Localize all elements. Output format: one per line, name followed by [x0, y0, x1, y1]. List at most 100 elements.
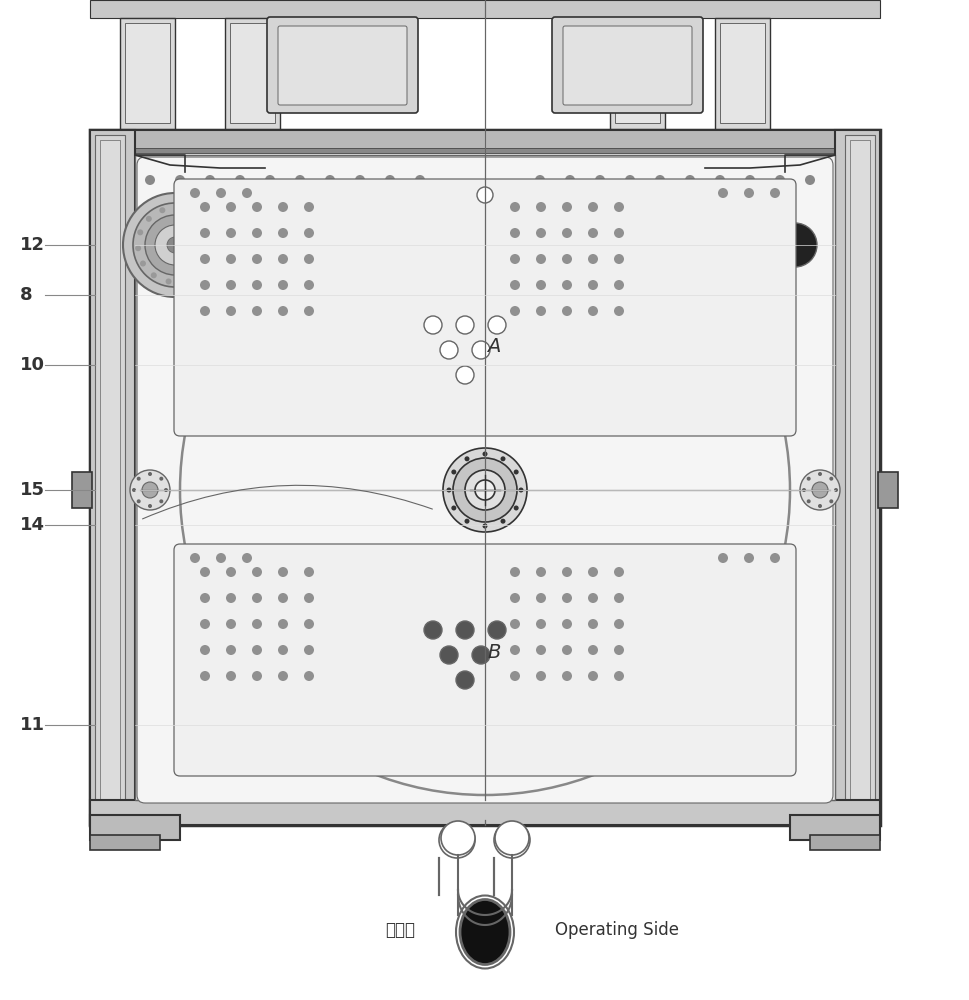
Circle shape [167, 237, 183, 253]
Bar [719, 23, 765, 123]
Circle shape [613, 619, 623, 629]
Circle shape [561, 593, 572, 603]
Text: 14: 14 [20, 516, 45, 534]
Bar [135, 155, 834, 800]
Circle shape [226, 671, 235, 681]
Circle shape [799, 470, 839, 510]
Circle shape [561, 671, 572, 681]
Bar [90, 835, 160, 850]
Bar [120, 18, 174, 130]
Bar [90, 130, 135, 825]
Circle shape [536, 645, 546, 655]
Circle shape [464, 519, 469, 524]
Circle shape [510, 228, 519, 238]
Circle shape [278, 254, 288, 264]
Circle shape [252, 619, 262, 629]
Bar [100, 140, 120, 815]
Circle shape [823, 483, 831, 491]
Circle shape [278, 671, 288, 681]
Circle shape [148, 472, 152, 476]
Circle shape [743, 188, 753, 198]
Circle shape [241, 553, 252, 563]
Circle shape [226, 593, 235, 603]
Circle shape [510, 280, 519, 290]
Bar [834, 130, 879, 825]
Circle shape [325, 175, 334, 185]
FancyBboxPatch shape [278, 26, 407, 105]
Bar [90, 0, 879, 18]
Circle shape [200, 619, 209, 629]
Circle shape [561, 254, 572, 264]
Circle shape [514, 470, 518, 475]
Circle shape [772, 223, 816, 267]
Circle shape [144, 175, 155, 185]
Bar [789, 815, 879, 840]
Circle shape [252, 567, 262, 577]
Circle shape [278, 306, 288, 316]
Circle shape [811, 482, 828, 498]
Circle shape [477, 187, 492, 203]
Circle shape [804, 175, 814, 185]
Circle shape [561, 202, 572, 212]
Circle shape [200, 567, 209, 577]
Circle shape [132, 488, 136, 492]
Text: 11: 11 [20, 716, 45, 734]
FancyBboxPatch shape [562, 26, 691, 105]
Circle shape [159, 499, 163, 503]
Text: Operating Side: Operating Side [554, 921, 678, 939]
Circle shape [823, 489, 831, 497]
Circle shape [536, 228, 546, 238]
Circle shape [455, 671, 474, 689]
Circle shape [535, 175, 545, 185]
Circle shape [587, 671, 597, 681]
Circle shape [828, 477, 832, 481]
Circle shape [441, 821, 475, 855]
Circle shape [159, 207, 165, 213]
Text: A: A [486, 338, 500, 357]
Circle shape [303, 619, 314, 629]
Text: B: B [486, 643, 500, 662]
Circle shape [774, 175, 784, 185]
Circle shape [164, 488, 168, 492]
Circle shape [717, 188, 728, 198]
Text: 15: 15 [20, 481, 45, 499]
Circle shape [200, 228, 209, 238]
Circle shape [440, 341, 457, 359]
Circle shape [613, 306, 623, 316]
Circle shape [587, 280, 597, 290]
Circle shape [303, 671, 314, 681]
Circle shape [587, 645, 597, 655]
Circle shape [141, 482, 158, 498]
Circle shape [226, 645, 235, 655]
Circle shape [564, 175, 575, 185]
Bar [610, 18, 665, 130]
Circle shape [155, 225, 195, 265]
Circle shape [226, 567, 235, 577]
Circle shape [252, 593, 262, 603]
Circle shape [303, 593, 314, 603]
Circle shape [295, 175, 304, 185]
Circle shape [303, 306, 314, 316]
Circle shape [587, 593, 597, 603]
Circle shape [439, 822, 475, 858]
Bar [90, 130, 879, 825]
Circle shape [587, 202, 597, 212]
Circle shape [587, 306, 597, 316]
Bar [95, 135, 125, 820]
Bar [125, 23, 170, 123]
Circle shape [303, 202, 314, 212]
Circle shape [278, 228, 288, 238]
Circle shape [303, 645, 314, 655]
Circle shape [303, 280, 314, 290]
Circle shape [494, 821, 528, 855]
Circle shape [510, 645, 519, 655]
Circle shape [451, 506, 455, 510]
Circle shape [536, 280, 546, 290]
Bar [614, 23, 659, 123]
Circle shape [415, 175, 424, 185]
Circle shape [500, 456, 505, 461]
Circle shape [204, 175, 215, 185]
Bar [877, 472, 897, 508]
Bar [714, 18, 769, 130]
Circle shape [714, 175, 724, 185]
